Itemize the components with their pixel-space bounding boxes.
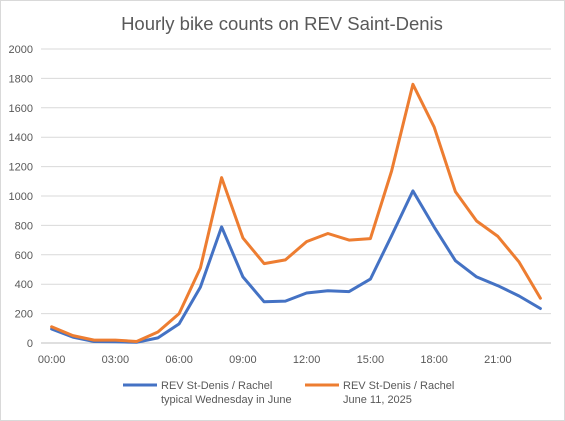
x-tick-label: 18:00: [420, 354, 448, 366]
y-tick-label: 1600: [9, 103, 33, 115]
y-tick-label: 800: [15, 220, 33, 232]
legend-label-1: REV St-Denis / Rachel: [161, 380, 272, 392]
x-tick-label: 21:00: [484, 354, 512, 366]
series-lines: [50, 82, 542, 344]
x-tick-label: 00:00: [38, 354, 66, 366]
y-tick-label: 1000: [9, 191, 33, 203]
legend: REV St-Denis / Rachel typical Wednesday i…: [123, 380, 454, 406]
y-tick-label: 1800: [9, 73, 33, 85]
y-tick-label: 0: [27, 338, 33, 350]
y-tick-label: 600: [15, 250, 33, 262]
x-tick-label: 09:00: [229, 354, 257, 366]
y-tick-label: 400: [15, 279, 33, 291]
x-tick-label: 15:00: [357, 354, 385, 366]
y-tick-label: 200: [15, 309, 33, 321]
x-tick-label: 12:00: [293, 354, 321, 366]
series-line-2: [50, 82, 542, 343]
chart-title: Hourly bike counts on REV Saint-Denis: [121, 13, 443, 34]
legend-label-2: June 11, 2025: [343, 394, 412, 406]
legend-label-2: REV St-Denis / Rachel: [343, 380, 454, 392]
x-tick-label: 03:00: [102, 354, 130, 366]
x-tick-label: 06:00: [165, 354, 193, 366]
series-line-1: [50, 189, 542, 344]
gridlines: [41, 48, 551, 315]
y-tick-label: 2000: [9, 44, 33, 56]
legend-label-1: typical Wednesday in June: [161, 394, 292, 406]
y-tick-label: 1200: [9, 162, 33, 174]
axes: 0 200 400 600 800 1000 1200 1400 1600 1800 2000 00:…: [9, 44, 551, 366]
y-tick-label: 1400: [9, 132, 33, 144]
